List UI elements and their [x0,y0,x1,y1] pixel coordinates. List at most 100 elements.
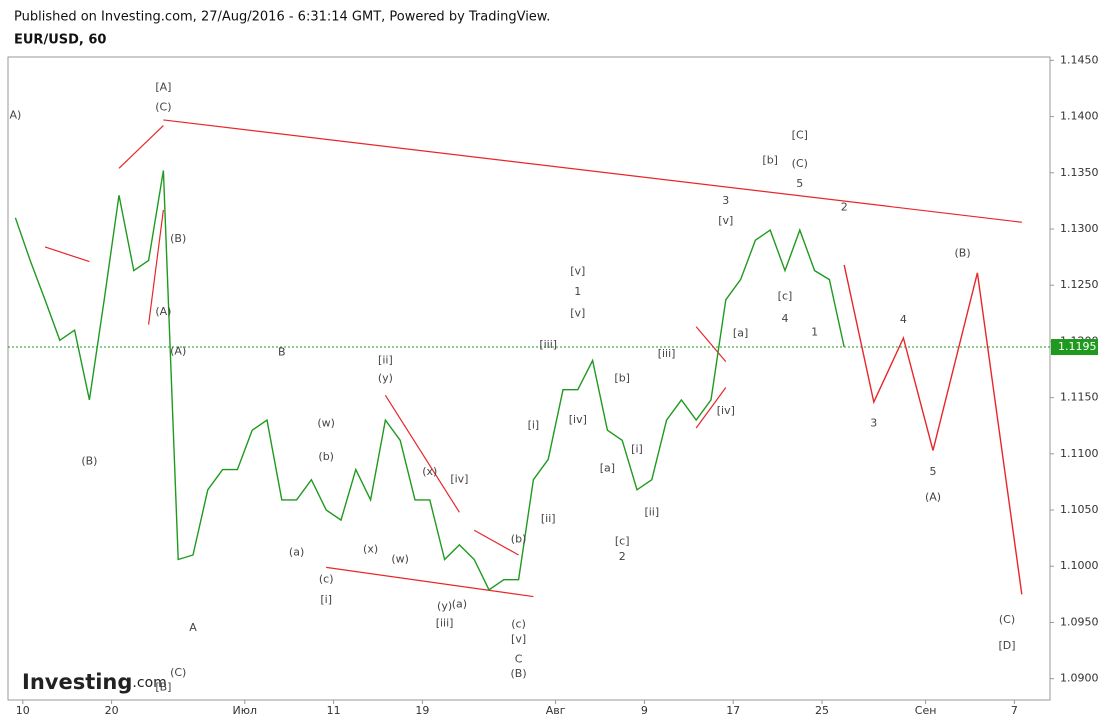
wave-label: 3 [870,416,877,429]
x-tick-label: 11 [327,704,341,717]
wave-label: [i] [631,442,643,455]
y-tick-label: 1.1100 [1060,447,1099,460]
wave-label: [iv] [450,473,468,486]
wave-label: 1 [574,285,581,298]
logo: Investing.com [22,670,167,694]
wave-label: (B) [955,247,971,260]
wave-label: [b] [614,372,630,385]
wave-label: [iii] [436,617,454,630]
wave-label: 5 [930,465,937,478]
x-tick-label: 25 [815,704,829,717]
wave-label: A [189,621,197,634]
wave-label: [C] [792,129,808,142]
price-line [14,170,845,591]
wave-label: (x) [422,465,437,478]
x-tick-label: Сен [915,704,937,717]
wave-label: (A) [170,345,186,358]
wave-label: [i] [320,593,332,606]
y-tick-label: 1.1350 [1060,166,1099,179]
wave-label: B [278,346,286,359]
wave-label: (y) [437,600,452,613]
y-tick-label: 1.1450 [1060,53,1099,66]
x-tick-label: 7 [1011,704,1018,717]
wave-label: [v] [570,306,585,319]
trendline [695,387,727,429]
wave-label: (b) [511,532,527,545]
wave-label: (x) [363,542,378,555]
wave-label: (b) [318,450,334,463]
trendline [148,209,164,325]
wave-label: (C) [792,157,808,170]
wave-label: [i] [528,419,540,432]
wave-label: 4 [782,312,789,325]
wave-label: [D] [998,639,1015,652]
wave-label: [v] [511,632,526,645]
last-price-box [1051,339,1098,356]
logo-main: Investing [22,670,132,694]
y-tick-label: 1.0900 [1060,672,1099,685]
wave-label: (C) [170,666,186,679]
wave-label: [v] [570,265,585,278]
wave-label: (C) [999,613,1015,626]
wave-label: (B) [511,667,527,680]
wave-label: C [515,653,523,666]
wave-label: A) [9,108,21,121]
x-tick-label: 9 [641,704,648,717]
x-tick-label: 10 [16,704,30,717]
wave-label: [iii] [539,338,557,351]
wave-label: (y) [378,372,393,385]
symbol-title: EUR/USD, 60 [14,33,106,48]
wave-label: [ii] [644,505,659,518]
wave-label: (c) [511,618,526,631]
wave-label: [c] [615,534,630,547]
x-tick-label: 19 [415,704,429,717]
wave-label: 5 [796,177,803,190]
wave-label: (C) [155,101,171,114]
x-tick-label: Авг [546,704,566,717]
last-price-label: 1.1195 [1058,340,1097,353]
wave-label: [v] [718,214,733,227]
y-tick-label: 1.1150 [1060,391,1099,404]
plot-area [8,119,1050,598]
y-tick-label: 1.1250 [1060,278,1099,291]
wave-label: (B) [170,232,186,245]
wave-label: 4 [900,313,907,326]
wave-label: [a] [600,461,615,474]
logo-suffix: .com [132,675,166,691]
wave-label: [iv] [569,413,587,426]
y-tick-label: 1.0950 [1060,615,1099,628]
wave-label: [b] [762,153,778,166]
wave-label: (a) [452,597,467,610]
wave-label: 1 [811,325,818,338]
trendline [473,529,519,556]
trendline [44,246,90,263]
trendline [326,566,534,598]
wave-label: (B) [81,455,97,468]
wave-label: [A] [155,80,171,93]
wave-label: 2 [619,550,626,563]
wave-label: (w) [391,552,409,565]
trendline [163,119,1022,223]
wave-label: (a) [289,546,304,559]
y-tick-label: 1.1000 [1060,559,1099,572]
wave-label: [iii] [658,347,676,360]
wave-label: (A) [155,305,171,318]
wave-label: [iv] [717,404,735,417]
y-tick-label: 1.1400 [1060,110,1099,123]
wave-label: (c) [319,573,334,586]
wave-label: (A) [925,491,941,504]
wave-label: [c] [778,289,793,302]
wave-label: [ii] [541,512,556,525]
wave-label: 3 [722,194,729,207]
published-note: Published on Investing.com, 27/Aug/2016 … [14,10,550,25]
trendline [695,326,727,363]
wave-label: [ii] [378,354,393,367]
x-tick-label: 20 [105,704,119,717]
trendline [118,125,164,169]
axes: 1.0900 1.0950 1.1000 1.1050 1.1100 1.1150 1.12… [8,53,1099,717]
wave-label: (w) [317,416,335,429]
price-line [843,264,1023,595]
y-tick-label: 1.1050 [1060,503,1099,516]
y-tick-label: 1.1300 [1060,222,1099,235]
